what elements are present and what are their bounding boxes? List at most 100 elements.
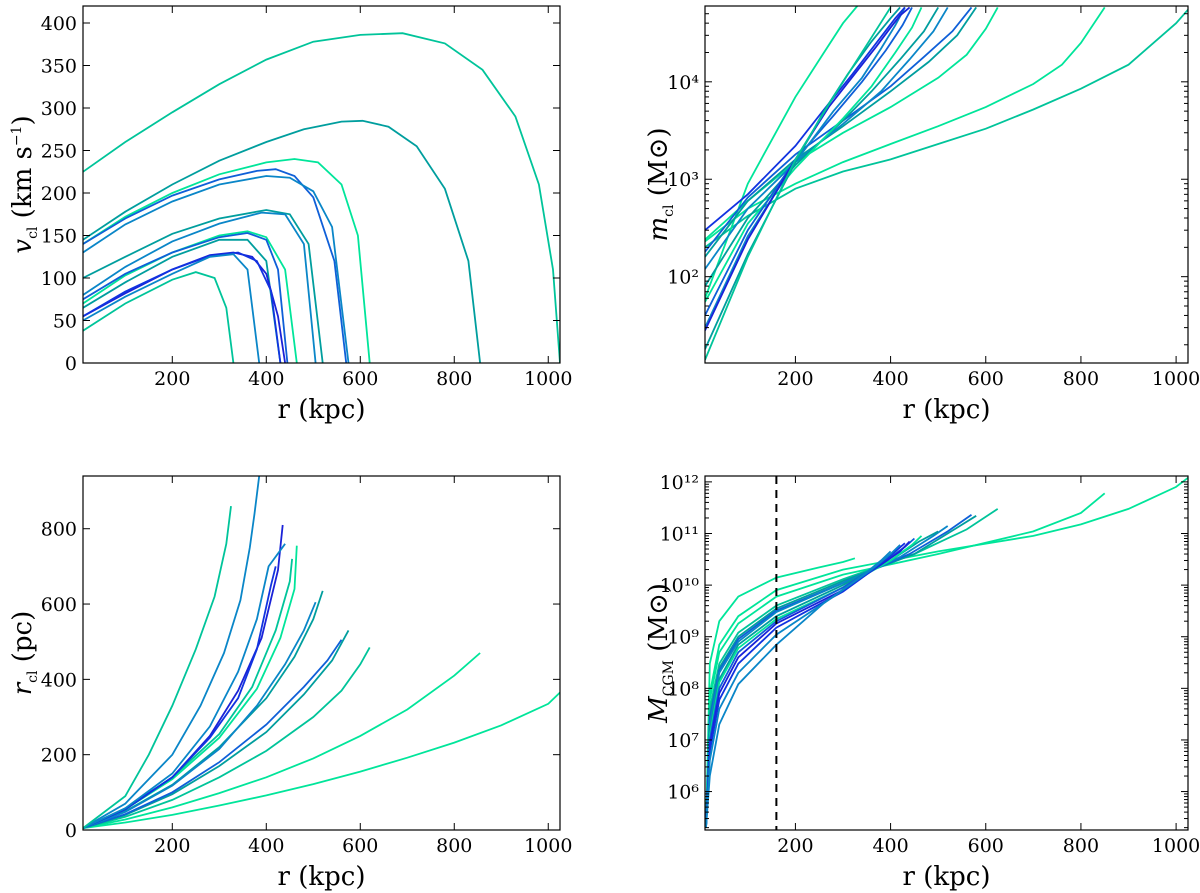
y-tick-label: 10³ xyxy=(667,169,699,191)
axes-frame xyxy=(82,475,561,831)
x-tick-label: 1000 xyxy=(1152,368,1200,390)
series-line-4 xyxy=(705,6,977,258)
x-tick-label: 1000 xyxy=(1152,835,1200,857)
series-line-11 xyxy=(705,542,906,828)
series-line-6 xyxy=(705,525,949,828)
y-tick-label: 300 xyxy=(41,98,77,120)
series-line-9 xyxy=(705,537,915,828)
x-tick-label: 800 xyxy=(436,368,472,390)
axes-frame xyxy=(82,5,561,364)
series-line-10 xyxy=(705,540,911,828)
x-axis-label: r (kpc) xyxy=(903,862,991,892)
series-line-8 xyxy=(83,232,289,363)
y-tick-label: 800 xyxy=(41,519,77,541)
y-tick-label: 200 xyxy=(41,745,77,767)
series-line-12 xyxy=(83,253,261,363)
y-tick-label: 200 xyxy=(41,183,77,205)
y-label-unit: (M xyxy=(644,615,674,660)
y-tick-label: 0 xyxy=(65,353,77,375)
series-line-6 xyxy=(705,6,949,270)
series-group xyxy=(705,6,1188,361)
series-group xyxy=(83,32,560,363)
series-group xyxy=(83,476,560,829)
y-tick-label: 10¹⁰ xyxy=(660,575,700,597)
x-tick-label: 1000 xyxy=(524,835,572,857)
series-line-4 xyxy=(83,175,350,363)
series-line-11 xyxy=(705,6,911,331)
x-axis-label: r (kpc) xyxy=(903,395,991,425)
x-tick-label: 600 xyxy=(968,835,1004,857)
series-line-3 xyxy=(705,508,999,828)
y-label-subscript: cl xyxy=(661,204,677,217)
x-tick-label: 400 xyxy=(872,368,908,390)
y-tick-label: 400 xyxy=(41,13,77,35)
series-line-12 xyxy=(705,6,906,231)
axes-frame xyxy=(704,5,1189,364)
series-line-13 xyxy=(83,505,232,829)
series-line-0 xyxy=(83,32,560,363)
series-line-13 xyxy=(705,6,901,350)
x-tick-label: 200 xyxy=(777,835,813,857)
y-label-subscript: cl xyxy=(25,670,41,683)
y-tick-label: 50 xyxy=(53,311,77,333)
y-tick-label: 100 xyxy=(41,268,77,290)
series-line-5 xyxy=(83,209,324,363)
x-axis-label: r (kpc) xyxy=(278,395,366,425)
y-tick-label: 10⁷ xyxy=(667,730,699,752)
y-label-unit: (M xyxy=(644,159,674,204)
series-line-13 xyxy=(705,550,892,828)
series-line-14 xyxy=(705,6,892,361)
series-line-3 xyxy=(705,6,999,241)
x-tick-label: 400 xyxy=(248,835,284,857)
series-line-0 xyxy=(705,9,1188,249)
y-tick-label: 10¹¹ xyxy=(660,523,699,545)
series-line-7 xyxy=(705,6,939,287)
y-axis-label: vcl (km s−1) xyxy=(8,115,41,253)
series-line-1 xyxy=(83,119,481,363)
y-label-close: ⊙) xyxy=(644,583,674,615)
series-line-8 xyxy=(705,7,923,303)
y-tick-label: 10⁶ xyxy=(667,782,699,804)
y-tick-label: 10⁴ xyxy=(667,72,699,94)
y-label-symbol: M xyxy=(644,695,674,724)
y-tick-label: 10¹² xyxy=(660,472,699,494)
series-line-5 xyxy=(705,514,973,828)
y-label-subscript: CGM xyxy=(661,660,677,696)
x-tick-label: 1000 xyxy=(524,368,572,390)
series-line-0 xyxy=(83,691,560,829)
x-tick-label: 200 xyxy=(777,368,813,390)
y-label-close: ) xyxy=(8,115,38,125)
series-line-2 xyxy=(705,6,858,299)
y-label-subscript: cl xyxy=(25,226,41,239)
series-line-11 xyxy=(83,251,282,363)
x-tick-label: 800 xyxy=(1063,835,1099,857)
panel-v-cl: 200 400 600 800 1000 0 50 100 150 200 250 300 350 400… xyxy=(8,5,572,425)
axes-frame xyxy=(704,475,1189,831)
x-tick-label: 800 xyxy=(1063,368,1099,390)
series-line-7 xyxy=(83,545,298,829)
series-line-10 xyxy=(705,6,906,328)
y-axis-label: rcl (pc) xyxy=(8,611,41,696)
x-axis-label: r (kpc) xyxy=(278,862,366,892)
x-tick-label: 800 xyxy=(436,835,472,857)
y-tick-label: 400 xyxy=(41,669,77,691)
x-tick-label: 400 xyxy=(248,368,284,390)
series-line-13 xyxy=(83,271,235,363)
y-tick-label: 350 xyxy=(41,56,77,78)
series-line-9 xyxy=(705,6,913,316)
y-tick-label: 10⁸ xyxy=(667,678,699,700)
series-line-4 xyxy=(83,639,343,829)
y-label-unit: (pc) xyxy=(8,611,38,671)
x-tick-label: 200 xyxy=(154,368,190,390)
series-line-1 xyxy=(83,652,481,829)
y-tick-label: 0 xyxy=(65,820,77,842)
x-tick-label: 400 xyxy=(872,835,908,857)
y-axis-label: mcl (M⊙) xyxy=(644,128,677,242)
x-tick-label: 200 xyxy=(154,835,190,857)
series-line-6 xyxy=(83,601,317,829)
y-axis-label: MCGM (M⊙) xyxy=(644,583,677,724)
series-line-9 xyxy=(83,238,282,363)
series-line-10 xyxy=(83,566,277,829)
y-label-symbol: v xyxy=(8,239,38,254)
